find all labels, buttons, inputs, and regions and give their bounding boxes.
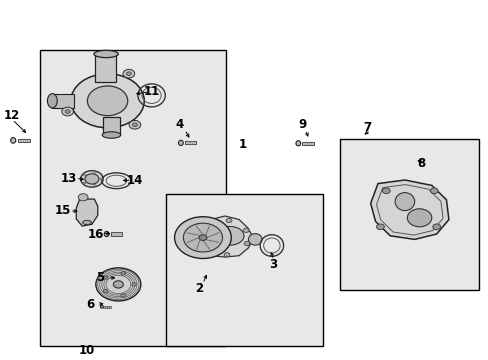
Ellipse shape xyxy=(178,140,183,145)
Circle shape xyxy=(81,171,103,187)
Text: 15: 15 xyxy=(54,204,71,217)
Circle shape xyxy=(87,86,127,116)
Circle shape xyxy=(174,217,231,258)
Bar xyxy=(52,94,74,108)
Circle shape xyxy=(83,182,86,184)
Circle shape xyxy=(71,74,144,128)
Circle shape xyxy=(382,188,389,194)
Text: 7: 7 xyxy=(363,121,371,134)
Ellipse shape xyxy=(394,193,414,211)
Bar xyxy=(105,306,106,308)
Polygon shape xyxy=(102,117,120,135)
Bar xyxy=(107,306,108,308)
Ellipse shape xyxy=(94,50,118,58)
Polygon shape xyxy=(197,216,253,257)
Circle shape xyxy=(85,174,99,184)
Circle shape xyxy=(183,223,222,252)
Circle shape xyxy=(429,188,437,194)
Circle shape xyxy=(225,219,231,223)
Circle shape xyxy=(201,244,207,248)
Text: 6: 6 xyxy=(86,298,94,311)
Circle shape xyxy=(123,69,134,78)
Ellipse shape xyxy=(295,141,300,146)
Text: 11: 11 xyxy=(143,85,160,98)
Circle shape xyxy=(376,224,384,230)
Ellipse shape xyxy=(47,94,57,108)
Circle shape xyxy=(199,235,206,240)
Ellipse shape xyxy=(102,132,121,138)
Circle shape xyxy=(103,276,108,279)
Circle shape xyxy=(244,241,249,246)
Ellipse shape xyxy=(100,305,103,308)
Text: 10: 10 xyxy=(79,345,95,357)
Circle shape xyxy=(132,283,136,286)
Polygon shape xyxy=(370,180,448,239)
Bar xyxy=(40,50,225,346)
Bar xyxy=(102,306,104,308)
Ellipse shape xyxy=(104,231,109,237)
Circle shape xyxy=(83,174,86,176)
Circle shape xyxy=(132,123,137,127)
Circle shape xyxy=(224,253,229,257)
Bar xyxy=(166,194,322,346)
Circle shape xyxy=(61,107,73,116)
Circle shape xyxy=(93,184,96,186)
Polygon shape xyxy=(184,141,196,144)
Text: 1: 1 xyxy=(239,138,246,150)
Text: 3: 3 xyxy=(268,258,276,271)
Circle shape xyxy=(93,171,96,174)
Text: 8: 8 xyxy=(417,157,425,170)
Polygon shape xyxy=(76,199,98,226)
Text: 9: 9 xyxy=(298,118,305,131)
Bar xyxy=(109,306,111,308)
Text: 2: 2 xyxy=(195,282,203,295)
Polygon shape xyxy=(302,142,313,145)
Circle shape xyxy=(78,194,88,201)
Text: 13: 13 xyxy=(60,172,77,185)
Ellipse shape xyxy=(248,234,262,245)
Polygon shape xyxy=(110,233,122,235)
Polygon shape xyxy=(18,139,30,142)
Text: 14: 14 xyxy=(126,174,142,186)
Circle shape xyxy=(243,228,249,233)
Circle shape xyxy=(96,268,141,301)
Circle shape xyxy=(103,289,108,293)
Circle shape xyxy=(129,121,141,129)
Circle shape xyxy=(113,281,123,288)
Circle shape xyxy=(407,209,431,227)
Circle shape xyxy=(121,294,125,297)
Circle shape xyxy=(203,225,208,230)
Ellipse shape xyxy=(82,220,91,225)
Text: 16: 16 xyxy=(87,228,104,240)
Bar xyxy=(339,139,478,290)
Circle shape xyxy=(65,110,70,113)
Text: 12: 12 xyxy=(4,109,20,122)
Circle shape xyxy=(100,178,102,180)
Text: 5: 5 xyxy=(96,271,104,284)
Circle shape xyxy=(432,224,440,230)
Circle shape xyxy=(121,272,125,275)
Ellipse shape xyxy=(215,226,244,245)
Circle shape xyxy=(126,72,131,76)
Text: 4: 4 xyxy=(176,118,183,131)
Ellipse shape xyxy=(11,138,16,143)
Polygon shape xyxy=(95,54,116,82)
